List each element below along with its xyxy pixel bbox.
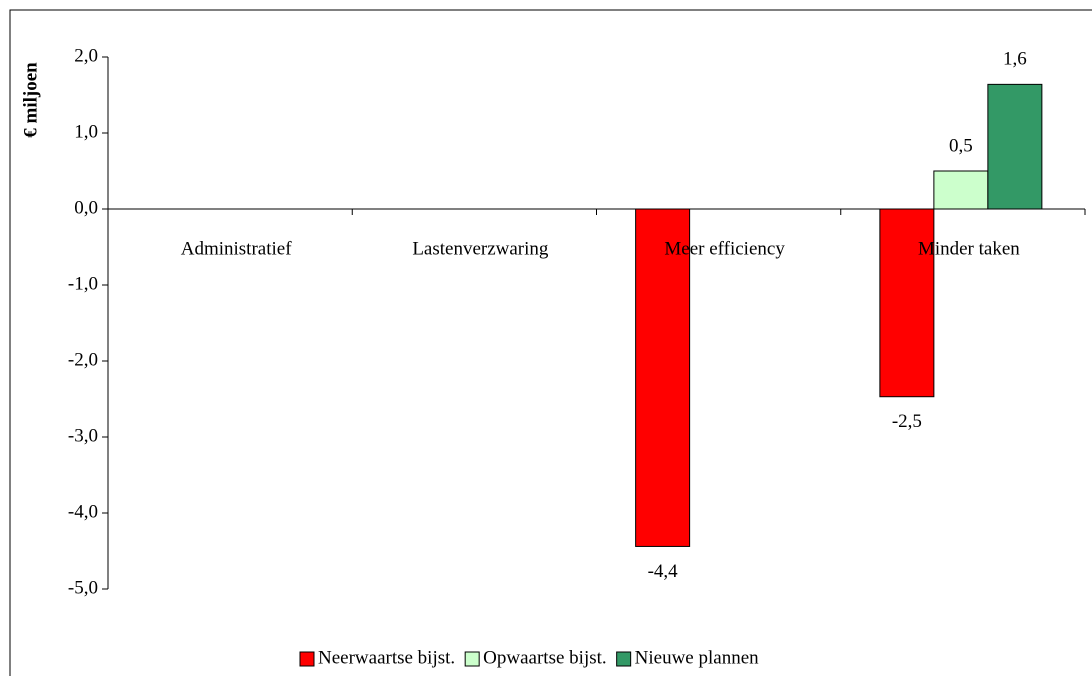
x-tick-label: Administratief <box>181 238 292 259</box>
x-tick-label: Lastenverzwaring <box>412 238 549 259</box>
y-tick-label: -5,0 <box>68 577 98 598</box>
legend-swatch <box>299 651 315 667</box>
y-tick-label: -4,0 <box>68 501 98 522</box>
frame <box>9 9 1092 676</box>
legend-label: Nieuwe plannen <box>635 647 759 668</box>
y-tick-label: 1,0 <box>74 121 98 142</box>
legend-label: Opwaartse bijst. <box>483 647 606 668</box>
y-tick-label: -2,0 <box>68 349 98 370</box>
y-axis-title: € miljoen <box>20 62 41 138</box>
data-label: 1,6 <box>1003 49 1027 70</box>
x-tick-label: Meer efficiency <box>664 238 785 259</box>
legend-label: Neerwaartse bijst. <box>318 647 455 668</box>
bar <box>987 83 1043 210</box>
y-tick-label: 0,0 <box>74 197 98 218</box>
x-tick-label: Minder taken <box>918 238 1020 259</box>
data-label: 0,5 <box>949 135 973 156</box>
legend-swatch <box>616 651 632 667</box>
data-label: -4,4 <box>648 561 679 582</box>
bar <box>933 170 989 210</box>
data-label: -2,5 <box>892 411 922 432</box>
legend-swatch <box>464 651 480 667</box>
y-tick-label: 2,0 <box>74 45 98 66</box>
y-tick-label: -3,0 <box>68 425 98 446</box>
bar <box>879 208 935 398</box>
y-tick-label: -1,0 <box>68 273 98 294</box>
bar <box>635 208 691 547</box>
